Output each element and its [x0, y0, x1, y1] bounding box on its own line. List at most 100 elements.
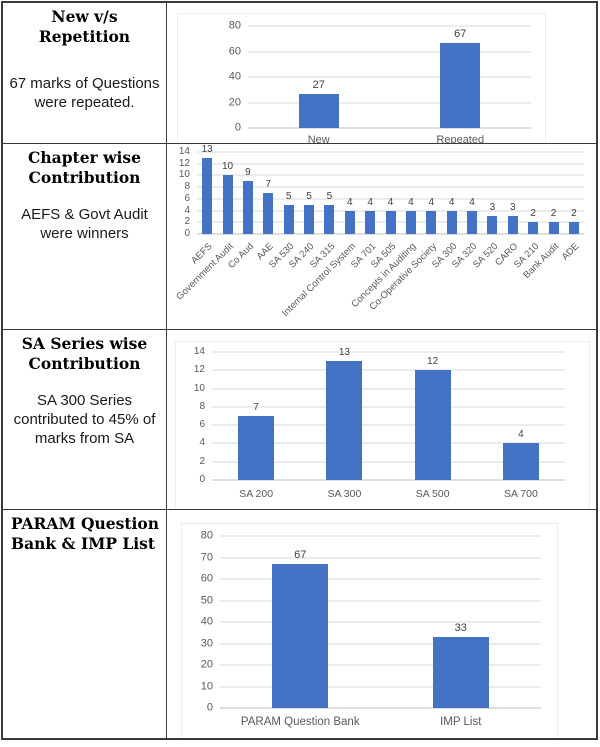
bar-slot: 5: [299, 152, 319, 234]
bar-slot: 3: [503, 152, 523, 234]
gridline: [220, 535, 541, 537]
bar-value-label: 7: [265, 179, 272, 190]
y-axis-tick-label: 40: [200, 615, 213, 628]
plot-area: 0 20 40 60 80 27 67: [229, 20, 531, 133]
bar: [238, 416, 275, 480]
x-axis-label: CARO: [493, 238, 523, 324]
bar: [507, 216, 518, 234]
bar-slot: 2: [543, 152, 563, 234]
y-axis-tick-label: 30: [200, 637, 213, 649]
bar-slot: 4: [340, 152, 360, 234]
bar-slot: 10: [217, 152, 237, 234]
x-axis-line: [212, 479, 565, 481]
bar-slot: 13: [197, 144, 217, 234]
row4-chart-cell: 0 10 20 30 40 50 60 70 80 67 33 PARAM Question Bank…: [167, 510, 596, 738]
bar-value-label: 3: [510, 202, 516, 214]
x-axis-label: Co Aud: [226, 238, 258, 324]
row3-text-cell: SA Series wise Contribution SA 300 Serie…: [3, 330, 167, 510]
gridline: [220, 664, 541, 666]
bar-value-label: 4: [469, 196, 475, 208]
bars-row: 13 10 9 7 5 5 5 4 4 4 4 4 4 4 3 3 2 2 2: [197, 144, 584, 234]
bar-slot: 4: [442, 152, 462, 234]
gridline: [212, 351, 565, 353]
x-axis-label-text: SA 500: [415, 488, 450, 500]
bar-slot: 5: [279, 152, 299, 234]
y-axis-tick-label: 0: [199, 474, 205, 485]
chapter-wise-contribution-chart: 0 2 4 6 8 10 12 14 13 10 9 7 5 5 5 4 4 4 4 4 4 4 3 3 2 2 2 AEFS Gove…: [171, 144, 592, 324]
bar-value-label: 9: [245, 167, 251, 179]
x-axis-label: SA 500: [389, 488, 477, 506]
bar: [242, 181, 253, 234]
bar-slot: 67: [220, 536, 381, 708]
bar: [298, 93, 339, 128]
bar: [365, 210, 376, 234]
row2-title: Chapter wise Contribution: [28, 148, 141, 188]
row2-chart-cell: 0 2 4 6 8 10 12 14 13 10 9 7 5 5 5 4 4 4 4 4 4 4 3 3 2 2 2 AEFS Gove…: [167, 144, 596, 330]
bar-slot: 4: [380, 152, 400, 234]
bar-slot: 13: [300, 348, 388, 480]
bar-slot: 2: [564, 152, 584, 234]
bar: [467, 210, 478, 234]
bar-value-label: 4: [347, 196, 353, 208]
bar: [222, 175, 233, 234]
x-axis-label: SA 700: [477, 488, 565, 506]
row2-note: AEFS & Govt Audit were winners: [21, 206, 148, 243]
bar: [326, 361, 363, 480]
bar-slot: 4: [360, 152, 380, 234]
x-axis-labels: PARAM Question Bank IMP List: [220, 716, 541, 736]
bar-slot: 7: [258, 152, 278, 234]
y-axis-tick-label: 60: [228, 45, 241, 57]
bar: [283, 204, 294, 234]
gridline: [212, 369, 565, 371]
y-axis-tick-label: 40: [228, 70, 241, 83]
x-axis-line: [220, 707, 541, 709]
gridline: [212, 442, 565, 444]
gridline: [197, 151, 584, 153]
bar-slot: 4: [477, 352, 565, 480]
bar-value-label: 4: [408, 196, 414, 208]
y-axis-tick-label: 8: [199, 400, 205, 412]
bar-slot: 67: [390, 26, 532, 128]
y-axis-tick-label: 8: [184, 181, 190, 193]
x-axis-label: Co-Operative Society: [367, 238, 441, 324]
bar-value-label: 5: [326, 190, 333, 202]
x-axis-label-text: SA 200: [239, 488, 274, 500]
bar: [432, 637, 489, 708]
bar-slot: 27: [248, 26, 390, 128]
gridline: [220, 557, 541, 558]
bar-slot: 9: [238, 152, 258, 234]
gridline: [220, 578, 541, 580]
y-axis-tick-label: 12: [178, 157, 190, 169]
y-axis-tick-label: 6: [184, 192, 190, 204]
bar-slot: 2: [523, 152, 543, 234]
y-axis-tick-label: 10: [193, 382, 205, 394]
gridline: [197, 174, 584, 176]
x-axis-label: Government Audit: [174, 238, 237, 324]
x-axis-label: Bank Audit: [521, 238, 563, 324]
bar-value-label: 4: [387, 196, 394, 208]
y-axis-tick-label: 80: [200, 529, 213, 542]
row1-text-cell: New v/s Repetition 67 marks of Questions…: [3, 3, 167, 144]
bar: [440, 42, 481, 128]
bar-value-label: 13: [338, 347, 350, 359]
gridline: [220, 621, 541, 623]
bar-value-label: 2: [550, 208, 557, 220]
gridline: [212, 424, 565, 426]
sa-series-wise-contribution-chart: 0 2 4 6 8 10 12 14 7 13 12 4 SA 200 SA 300 SA 500 SA 70…: [175, 341, 590, 509]
bar: [568, 222, 579, 234]
bar-value-label: 67: [454, 27, 467, 40]
y-axis-tick-label: 0: [184, 228, 190, 239]
y-axis-tick-label: 4: [184, 204, 190, 216]
y-axis-tick-label: 10: [178, 169, 190, 181]
bars-row: 27 67: [248, 26, 531, 128]
bar-value-label: 5: [285, 190, 292, 202]
bar-value-label: 4: [428, 196, 435, 208]
gridline: [248, 76, 531, 78]
x-axis-label: SA 300: [430, 238, 462, 324]
bar-slot: 33: [381, 536, 542, 708]
gridline: [212, 406, 565, 408]
row1-chart-cell: 0 20 40 60 80 27 67 New Repeated: [167, 3, 596, 144]
bar-value-label: 2: [530, 208, 536, 220]
gridline: [212, 461, 565, 463]
y-axis-tick-label: 0: [206, 701, 213, 714]
